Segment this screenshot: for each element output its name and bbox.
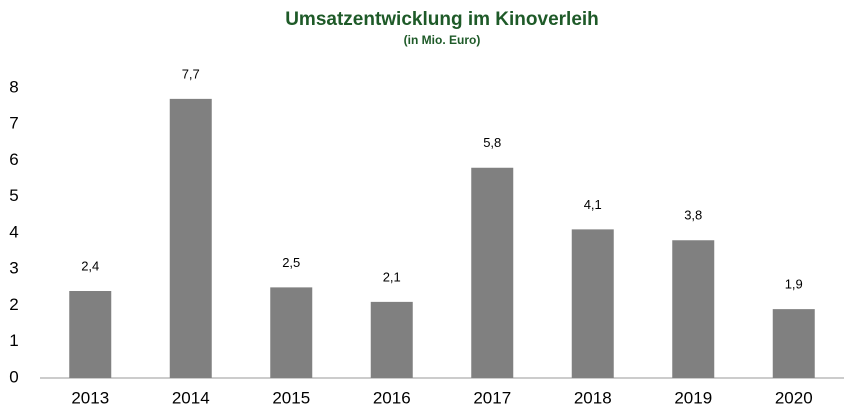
chart-title: Umsatzentwicklung im Kinoverleih	[285, 9, 599, 30]
data-label: 5,8	[483, 135, 501, 150]
y-tick-label: 7	[9, 114, 18, 133]
data-label: 2,5	[282, 255, 300, 270]
data-label: 2,1	[383, 269, 401, 284]
x-tick-label: 2016	[373, 388, 411, 407]
bar	[571, 229, 614, 378]
bar	[471, 167, 514, 378]
data-label: 7,7	[182, 66, 200, 81]
data-label: 2,4	[81, 258, 99, 273]
y-tick-label: 8	[9, 77, 18, 96]
y-tick-label: 3	[9, 259, 18, 278]
data-label: 4,1	[584, 197, 602, 212]
x-tick-label: 2019	[674, 388, 712, 407]
y-tick-label: 5	[9, 186, 18, 205]
x-tick-label: 2017	[473, 388, 511, 407]
y-tick-label: 4	[9, 222, 18, 241]
y-tick-label: 6	[9, 150, 18, 169]
data-label: 3,8	[684, 208, 702, 223]
y-tick-label: 0	[9, 367, 18, 386]
x-tick-label: 2013	[71, 388, 109, 407]
bar	[69, 291, 112, 378]
x-tick-label: 2020	[775, 388, 813, 407]
bar	[672, 240, 715, 378]
y-tick-label: 2	[9, 295, 18, 314]
bar	[772, 309, 815, 378]
x-tick-label: 2015	[272, 388, 310, 407]
x-tick-label: 2018	[574, 388, 612, 407]
chart-subtitle: (in Mio. Euro)	[404, 33, 481, 47]
data-label: 1,9	[785, 277, 803, 292]
x-tick-label: 2014	[172, 388, 210, 407]
bar	[370, 301, 413, 378]
bar	[169, 98, 212, 378]
bar	[270, 287, 313, 378]
y-tick-label: 1	[9, 331, 18, 350]
